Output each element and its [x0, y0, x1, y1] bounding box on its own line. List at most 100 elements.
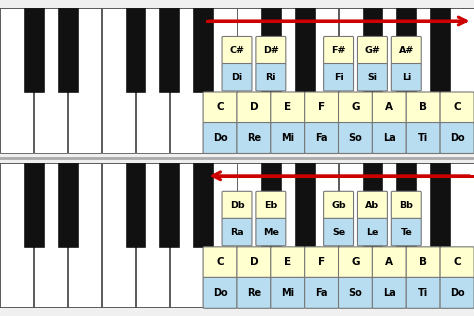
Text: Do: Do	[213, 288, 228, 298]
Text: Do: Do	[450, 133, 465, 143]
Bar	[237, 8, 270, 153]
FancyBboxPatch shape	[357, 218, 387, 246]
Text: Di: Di	[231, 73, 243, 82]
FancyBboxPatch shape	[237, 92, 271, 123]
FancyBboxPatch shape	[324, 36, 354, 64]
Bar	[0, 163, 33, 307]
FancyBboxPatch shape	[406, 92, 440, 123]
Bar	[396, 163, 416, 247]
FancyBboxPatch shape	[256, 218, 286, 246]
FancyBboxPatch shape	[222, 218, 252, 246]
Bar	[271, 8, 304, 153]
FancyBboxPatch shape	[373, 277, 406, 308]
Text: Te: Te	[401, 228, 412, 237]
Text: G: G	[351, 257, 360, 267]
Bar	[136, 163, 169, 307]
FancyBboxPatch shape	[406, 123, 440, 154]
Text: Li: Li	[401, 73, 411, 82]
Text: Re: Re	[247, 288, 261, 298]
Bar	[441, 8, 474, 153]
Text: D: D	[250, 102, 258, 112]
Text: Ab: Ab	[365, 201, 380, 210]
Text: D: D	[250, 257, 258, 267]
Bar	[102, 8, 135, 153]
Text: E: E	[284, 102, 292, 112]
Bar	[68, 8, 101, 153]
FancyBboxPatch shape	[373, 92, 406, 123]
Text: So: So	[348, 133, 363, 143]
FancyBboxPatch shape	[392, 191, 421, 219]
Text: Do: Do	[450, 288, 465, 298]
Text: Ra: Ra	[230, 228, 244, 237]
Bar	[0, 8, 474, 153]
Text: F: F	[318, 257, 325, 267]
FancyBboxPatch shape	[338, 247, 373, 278]
FancyBboxPatch shape	[237, 123, 271, 154]
Text: Db: Db	[230, 201, 244, 210]
Text: C: C	[216, 257, 224, 267]
FancyBboxPatch shape	[324, 218, 354, 246]
FancyBboxPatch shape	[256, 36, 286, 64]
Bar	[305, 163, 338, 307]
Text: La: La	[383, 288, 396, 298]
Text: Ti: Ti	[418, 288, 428, 298]
Bar	[24, 8, 44, 92]
Bar	[58, 8, 78, 92]
Bar	[136, 8, 169, 153]
Text: D#: D#	[263, 46, 279, 55]
Bar	[102, 163, 135, 307]
Text: So: So	[348, 288, 363, 298]
FancyBboxPatch shape	[305, 123, 338, 154]
Text: A#: A#	[399, 46, 414, 55]
Bar	[295, 163, 315, 247]
Bar	[295, 8, 315, 92]
FancyBboxPatch shape	[406, 277, 440, 308]
Text: Le: Le	[366, 228, 379, 237]
Text: Ti: Ti	[418, 133, 428, 143]
Bar	[204, 163, 237, 307]
FancyBboxPatch shape	[256, 191, 286, 219]
Text: Fa: Fa	[315, 288, 328, 298]
FancyBboxPatch shape	[338, 277, 373, 308]
Text: Fa: Fa	[315, 133, 328, 143]
Bar	[407, 8, 440, 153]
Bar	[271, 163, 304, 307]
FancyBboxPatch shape	[305, 92, 338, 123]
FancyBboxPatch shape	[357, 36, 387, 64]
Bar	[126, 8, 145, 92]
FancyBboxPatch shape	[440, 123, 474, 154]
Bar	[261, 163, 281, 247]
FancyBboxPatch shape	[373, 247, 406, 278]
Bar	[68, 163, 101, 307]
FancyBboxPatch shape	[203, 277, 237, 308]
Bar	[58, 163, 78, 247]
Bar	[159, 8, 179, 92]
Text: F: F	[318, 102, 325, 112]
FancyBboxPatch shape	[222, 36, 252, 64]
FancyBboxPatch shape	[392, 64, 421, 91]
FancyBboxPatch shape	[357, 191, 387, 219]
FancyBboxPatch shape	[338, 123, 373, 154]
Text: F#: F#	[331, 46, 346, 55]
FancyBboxPatch shape	[406, 247, 440, 278]
FancyBboxPatch shape	[440, 277, 474, 308]
Bar	[193, 8, 213, 92]
Text: C#: C#	[229, 46, 245, 55]
Text: A: A	[385, 257, 393, 267]
Bar	[305, 8, 338, 153]
Bar	[159, 163, 179, 247]
FancyBboxPatch shape	[357, 64, 387, 91]
FancyBboxPatch shape	[305, 277, 338, 308]
FancyBboxPatch shape	[271, 277, 305, 308]
FancyBboxPatch shape	[324, 191, 354, 219]
Text: Gb: Gb	[331, 201, 346, 210]
Text: Eb: Eb	[264, 201, 277, 210]
Bar	[24, 163, 44, 247]
FancyBboxPatch shape	[392, 36, 421, 64]
FancyBboxPatch shape	[271, 92, 305, 123]
Bar	[170, 8, 203, 153]
Bar	[363, 8, 382, 92]
Text: E: E	[284, 257, 292, 267]
Bar	[441, 163, 474, 307]
Text: Bb: Bb	[400, 201, 413, 210]
